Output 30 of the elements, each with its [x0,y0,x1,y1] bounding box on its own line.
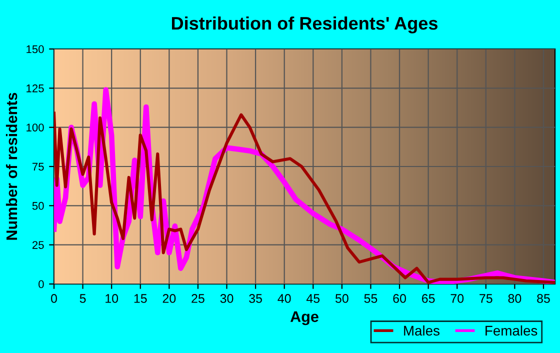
x-tick-label: 0 [51,294,57,303]
x-tick-label: 25 [192,294,204,303]
x-tick-label: 30 [220,294,234,303]
x-tick-label: 20 [162,294,176,303]
x-tick-label: 70 [450,294,464,303]
y-tick-label: 100 [26,124,44,132]
x-tick-label: 10 [106,294,118,303]
x-tick-label: 50 [335,294,348,303]
y-tick-label: 75 [32,162,44,171]
y-tick-label: 125 [26,84,44,92]
y-tick-label: 50 [32,202,44,210]
chart-title: Distribution of Residents' Ages [172,16,438,34]
x-tick-label: 75 [480,294,492,303]
x-axis-title: Age [290,311,318,326]
x-tick-label: 65 [422,294,435,303]
y-axis-title: Number of residents [6,92,18,240]
y-tick-label: 0 [38,280,44,288]
x-tick-label: 85 [537,294,550,303]
x-tick-label: 40 [278,294,291,303]
x-tick-label: 5 [80,294,86,303]
x-tick-label: 45 [306,294,320,303]
legend-label: Males [404,325,440,336]
x-tick-label: 35 [249,294,262,303]
y-tick-label: 25 [32,241,44,249]
x-tick-label: 80 [508,294,522,303]
x-tick-label: 15 [134,294,147,303]
x-tick-label: 55 [364,294,378,303]
x-tick-label: 60 [393,294,406,303]
y-tick-label: 150 [26,45,44,54]
legend-label: Females [486,325,538,336]
